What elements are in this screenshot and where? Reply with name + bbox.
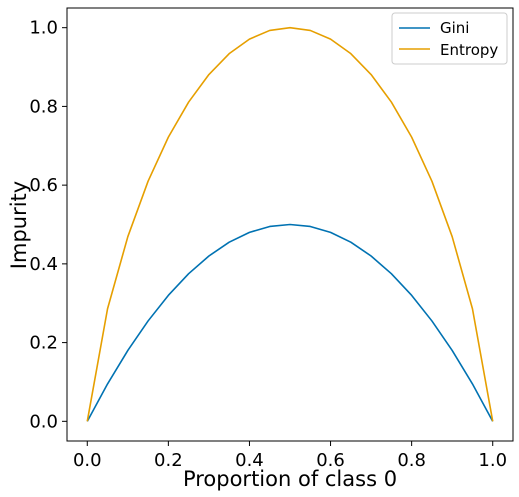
- legend-label-gini: Gini: [440, 19, 469, 37]
- series-layer: [86, 26, 494, 422]
- series-line-gini: [86, 223, 494, 422]
- x-tick-label: 1.0: [478, 450, 507, 471]
- legend-label-entropy: Entropy: [440, 41, 498, 59]
- y-axis-ticks: 0.0 0.2 0.4 0.6 0.8 1.0: [29, 18, 67, 432]
- series-line-entropy: [86, 26, 494, 422]
- legend-box: [391, 12, 508, 65]
- y-tick-label: 0.4: [29, 254, 58, 275]
- plot-frame: [66, 7, 514, 442]
- x-axis-label: Proportion of class 0: [183, 467, 397, 491]
- y-tick-label: 0.8: [29, 96, 58, 117]
- y-tick-label: 0.0: [29, 411, 58, 432]
- x-tick-label: 0.2: [154, 450, 183, 471]
- x-tick-label: 0.8: [397, 450, 426, 471]
- y-tick-label: 0.2: [29, 333, 58, 354]
- legend: Gini Entropy: [391, 12, 508, 65]
- y-axis-label: Impurity: [7, 181, 31, 269]
- x-axis-ticks: 0.0 0.2 0.4 0.6 0.8 1.0: [73, 441, 507, 471]
- y-tick-label: 0.6: [29, 175, 58, 196]
- x-tick-label: 0.4: [235, 450, 264, 471]
- y-tick-label: 1.0: [29, 18, 58, 39]
- x-tick-label: 0.0: [73, 450, 102, 471]
- x-tick-label: 0.6: [316, 450, 345, 471]
